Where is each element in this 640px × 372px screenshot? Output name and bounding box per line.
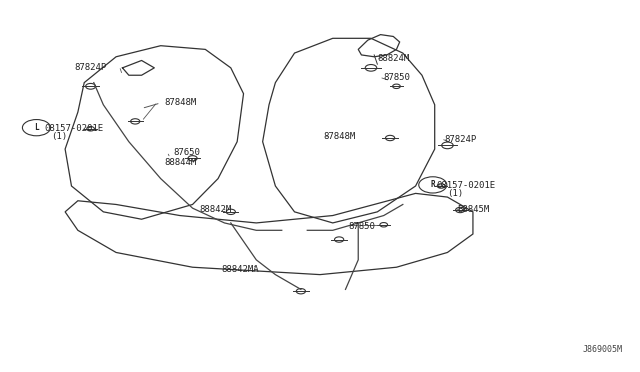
Text: 88842M: 88842M bbox=[199, 205, 231, 215]
Text: 87824P: 87824P bbox=[444, 135, 477, 144]
Text: 88824M: 88824M bbox=[378, 54, 410, 63]
Text: 88842MA: 88842MA bbox=[221, 264, 259, 273]
Text: L: L bbox=[34, 123, 39, 132]
Text: 08157-0201E: 08157-0201E bbox=[436, 182, 496, 190]
Text: (1): (1) bbox=[447, 189, 463, 198]
Text: 08157-0201E: 08157-0201E bbox=[45, 124, 104, 133]
Text: 88844M: 88844M bbox=[164, 157, 196, 167]
Text: (1): (1) bbox=[51, 132, 67, 141]
Text: B8845M: B8845M bbox=[457, 205, 489, 215]
Text: 87848M: 87848M bbox=[323, 132, 355, 141]
Text: R: R bbox=[431, 180, 435, 189]
Text: 87824P: 87824P bbox=[75, 63, 107, 72]
Text: 87850: 87850 bbox=[349, 222, 376, 231]
Text: J869005M: J869005M bbox=[582, 345, 623, 354]
Text: 87850: 87850 bbox=[384, 73, 411, 81]
Text: 87848M: 87848M bbox=[164, 99, 196, 108]
Text: 87650: 87650 bbox=[173, 148, 200, 157]
